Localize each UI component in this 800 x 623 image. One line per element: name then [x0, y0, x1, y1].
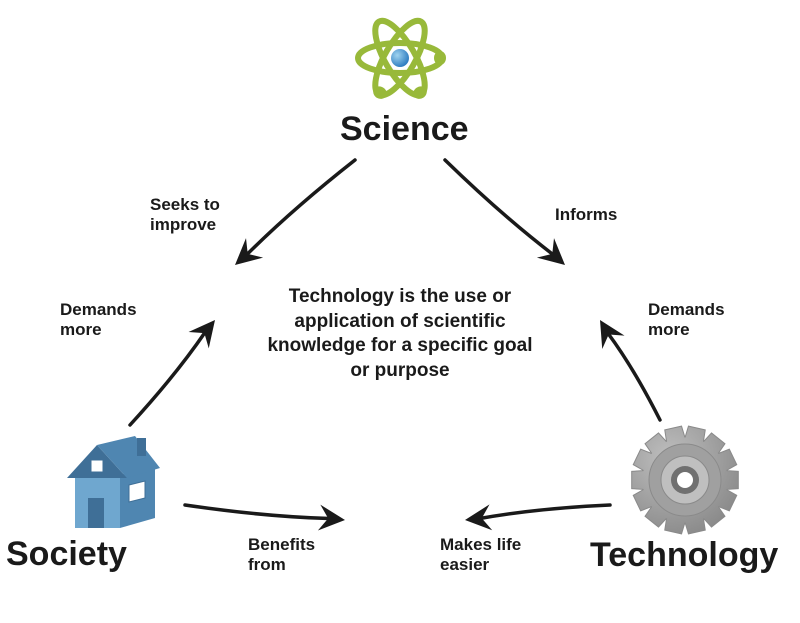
diagram-stage: Science Society Technology Technology is… [0, 0, 800, 623]
atom-icon [350, 8, 450, 113]
edge-label-seeks-to-improve: Seeks toimprove [150, 195, 220, 236]
edge-label-demands-more-right: Demandsmore [648, 300, 725, 341]
house-icon [55, 430, 170, 535]
node-label-science: Science [340, 110, 469, 149]
edge-label-demands-more-left: Demandsmore [60, 300, 137, 341]
node-label-technology: Technology [590, 536, 778, 575]
node-label-society: Society [6, 535, 127, 574]
edge-label-makes-life-easier: Makes lifeeasier [440, 535, 521, 576]
center-statement: Technology is the use or application of … [260, 285, 540, 384]
gear-icon [625, 420, 745, 545]
edge-label-informs: Informs [555, 205, 617, 225]
edge-label-benefits-from: Benefitsfrom [248, 535, 315, 576]
